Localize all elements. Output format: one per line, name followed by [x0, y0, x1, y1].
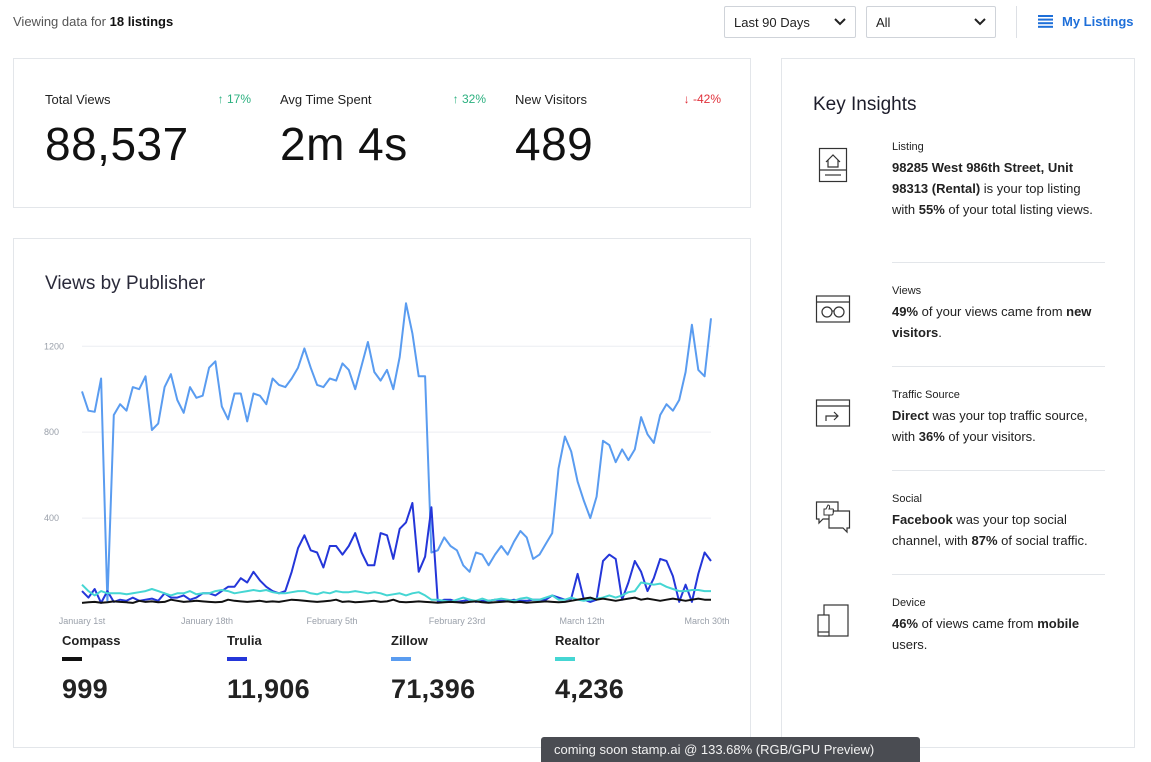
legend-zillow: Zillow 71,396 [391, 633, 541, 705]
legend-name: Zillow [391, 633, 428, 648]
insight-category: Listing [892, 141, 924, 153]
insight-text: Direct was your top traffic source, with… [892, 408, 1088, 444]
stat-change: ↓ -42% [683, 92, 721, 106]
legend-swatch [391, 657, 411, 661]
listing-house-icon [818, 147, 848, 183]
my-listings-label: My Listings [1062, 14, 1134, 29]
y-tick-label: 400 [44, 513, 59, 523]
preview-status-toast: coming soon stamp.ai @ 133.68% (RGB/GPU … [541, 737, 920, 762]
legend-swatch [227, 657, 247, 661]
stat-label: Avg Time Spent [280, 92, 372, 107]
legend-name: Realtor [555, 633, 600, 648]
divider [1016, 6, 1017, 38]
legend-swatch [62, 657, 82, 661]
insight-text: 46% of views came from mobile users. [892, 616, 1080, 652]
divider [892, 262, 1105, 263]
social-thumbs-up-icon [815, 501, 851, 534]
listing-filter-select[interactable]: All [866, 6, 996, 38]
stat-change: ↑ 32% [452, 92, 486, 106]
series-line-realtor [81, 581, 711, 603]
stat-total-views: Total Views ↑ 17% 88,537 [45, 92, 251, 171]
stat-new-visitors: New Visitors ↓ -42% 489 [515, 92, 721, 171]
legend-trulia: Trulia 11,906 [227, 633, 377, 705]
insight-text: 49% of your views came from new visitors… [892, 304, 1092, 340]
legend-total: 999 [62, 674, 108, 704]
insight-category: Traffic Source [892, 389, 960, 401]
series-line-zillow [81, 302, 712, 603]
series-line-compass [81, 596, 711, 604]
insight-text: Facebook was your top social channel, wi… [892, 512, 1088, 548]
x-tick-label: January 1st [59, 616, 106, 626]
insight-category: Social [892, 493, 922, 505]
device-phone-tablet-icon [817, 604, 849, 637]
eye-glasses-icon [815, 295, 851, 323]
chart-title: Views by Publisher [45, 273, 206, 294]
date-range-select[interactable]: Last 90 Days [724, 6, 856, 38]
legend-name: Trulia [227, 633, 262, 648]
x-tick-label: February 23rd [429, 616, 486, 626]
chevron-down-icon [834, 18, 846, 26]
y-tick-label: 800 [44, 427, 59, 437]
legend-total: 4,236 [555, 674, 625, 704]
stat-avg-time-spent: Avg Time Spent ↑ 32% 2m 4s [280, 92, 486, 171]
x-tick-label: March 30th [684, 616, 729, 626]
listing-filter-value: All [876, 15, 891, 30]
stat-label: New Visitors [515, 92, 588, 107]
legend-total: 71,396 [391, 674, 476, 704]
stat-value: 2m 4s [280, 118, 408, 170]
stat-label: Total Views [45, 92, 111, 107]
divider [892, 574, 1105, 575]
insight-category: Device [892, 597, 926, 609]
summary-stats-card: Total Views ↑ 17% 88,537 Avg Time Spent … [13, 58, 751, 208]
my-listings-link[interactable]: My Listings [1038, 14, 1134, 29]
legend-name: Compass [62, 633, 121, 648]
insight-category: Views [892, 285, 922, 297]
list-icon [1038, 15, 1053, 28]
series-line-trulia [81, 502, 712, 604]
top-bar: Viewing data for 18 listings Last 90 Day… [0, 0, 1151, 44]
date-range-value: Last 90 Days [734, 15, 810, 30]
stat-change: ↑ 17% [217, 92, 251, 106]
insights-title: Key Insights [813, 94, 917, 115]
insight-text: 98285 West 986th Street, Unit 98313 (Ren… [892, 160, 1093, 217]
y-tick-label: 1200 [44, 341, 64, 351]
viewing-prefix: Viewing data for [13, 14, 106, 29]
stat-value: 88,537 [45, 118, 189, 170]
listing-count: 18 listings [109, 14, 174, 29]
browser-arrow-icon [815, 399, 851, 427]
x-tick-label: February 5th [306, 616, 357, 626]
legend-realtor: Realtor 4,236 [555, 633, 705, 705]
divider [892, 366, 1105, 367]
chevron-down-icon [974, 18, 986, 26]
stat-value: 489 [515, 118, 594, 170]
legend-swatch [555, 657, 575, 661]
legend-total: 11,906 [227, 674, 310, 704]
key-insights-card: Key Insights Listing 98285 West 986th St… [781, 58, 1135, 748]
x-tick-label: January 18th [181, 616, 233, 626]
legend-compass: Compass 999 [62, 633, 212, 705]
x-tick-label: March 12th [559, 616, 604, 626]
views-by-publisher-card: Views by Publisher 400 800 1200 January 1st… [13, 238, 751, 748]
views-line-chart: 400 800 1200 January 1st January 18th Februar… [44, 302, 730, 626]
listing-count-text: Viewing data for 18 listings [13, 14, 173, 29]
divider [892, 470, 1105, 471]
